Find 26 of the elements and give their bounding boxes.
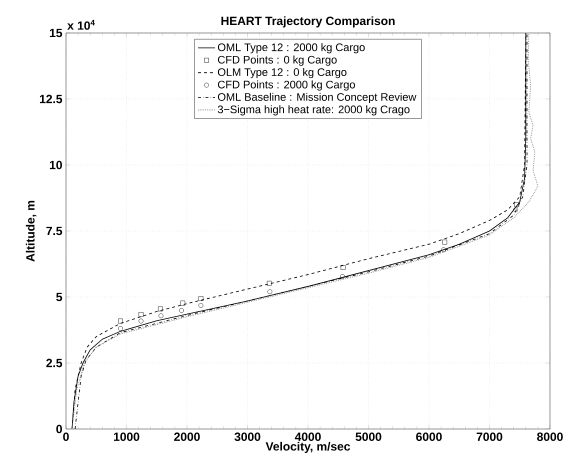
x-tick-label: 4000 xyxy=(294,432,321,441)
legend-label: OML Type 12 : 2000 kg Cargo xyxy=(218,43,365,54)
legend-label: 3−Sigma high heat rate: 2000 kg Crago xyxy=(218,105,410,116)
x-tick-label: 5000 xyxy=(356,432,382,441)
chart-title: HEART Trajectory Comparison xyxy=(221,16,395,28)
text: x 10$^{4}$ xyxy=(67,20,95,30)
x-tick-label: 6000 xyxy=(416,432,442,441)
x-tick-label: 3000 xyxy=(234,432,260,442)
x-tick-label: 8000 xyxy=(537,432,563,441)
y-tick-label: 7.5 xyxy=(46,226,62,236)
y-tick-label: 2.5 xyxy=(46,358,62,368)
y-tick-label: 10 xyxy=(50,160,62,170)
legend-label: CFD Points : 0 kg Cargo xyxy=(218,56,337,66)
y-tick-label: 12.5 xyxy=(40,94,62,104)
legend-label: OML Baseline : Mission Concept Review xyxy=(218,92,416,104)
y-tick-label: 15 xyxy=(50,28,62,38)
legend-label: OLM Type 12 : 0 kg Cargo xyxy=(218,68,346,78)
y-axis-title: Altitude, m xyxy=(26,200,36,262)
y-tick-label: 0 xyxy=(56,424,62,434)
x-tick-label: 7000 xyxy=(476,432,502,441)
legend-label: CFD Points : 2000 kg Cargo xyxy=(218,80,355,91)
x-tick-label: 2000 xyxy=(174,432,200,441)
x-axis-title: Velocity, m/sec xyxy=(266,442,350,454)
y-tick-label: 5 xyxy=(56,292,62,302)
x-tick-label: 1000 xyxy=(114,432,140,441)
x-tick-label: 0 xyxy=(63,432,69,441)
